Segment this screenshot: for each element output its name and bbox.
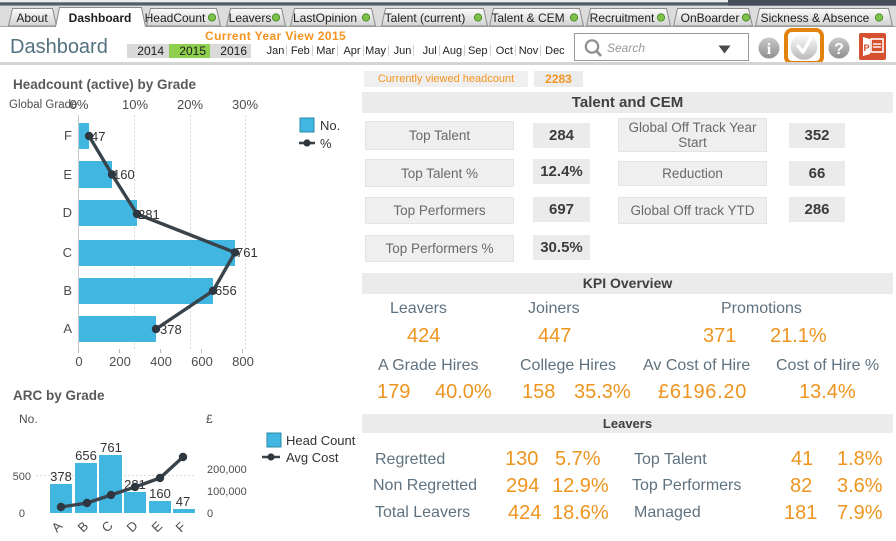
svg-text:160: 160 (149, 486, 171, 501)
svg-text:£: £ (206, 412, 213, 426)
svg-text:HeadCount: HeadCount (145, 11, 206, 25)
svg-text:47: 47 (176, 494, 190, 509)
svg-text:E: E (63, 167, 72, 182)
svg-text:Leavers: Leavers (229, 11, 272, 25)
svg-text:761: 761 (236, 245, 258, 260)
svg-text:30%: 30% (232, 97, 258, 112)
svg-text:P: P (863, 43, 869, 53)
svg-text:200,000: 200,000 (207, 464, 247, 476)
svg-text:Talent (current): Talent (current) (385, 11, 466, 25)
svg-text:281: 281 (138, 207, 160, 222)
svg-text:F: F (64, 128, 72, 143)
svg-text:E: E (149, 518, 166, 535)
svg-text:No.: No. (19, 412, 38, 426)
svg-text:Dashboard: Dashboard (69, 11, 132, 25)
svg-text:F: F (173, 519, 189, 535)
svg-text:600: 600 (191, 354, 213, 369)
svg-text:800: 800 (232, 354, 254, 369)
svg-text:D: D (63, 205, 72, 220)
svg-text:D: D (124, 518, 141, 535)
svg-text:0%: 0% (70, 97, 89, 112)
svg-text:761: 761 (100, 440, 122, 455)
svg-text:B: B (63, 283, 72, 298)
svg-text:10%: 10% (122, 97, 148, 112)
svg-text:47: 47 (91, 129, 105, 144)
svg-text:Talent & CEM: Talent & CEM (491, 11, 564, 25)
svg-text:A: A (63, 321, 72, 336)
svg-text:About: About (16, 11, 48, 25)
svg-text:i: i (767, 41, 772, 58)
svg-text:400: 400 (150, 354, 172, 369)
svg-text:No.: No. (320, 118, 340, 133)
svg-text:378: 378 (50, 469, 72, 484)
svg-text:200: 200 (109, 354, 131, 369)
svg-text:A: A (49, 518, 66, 535)
svg-text:0: 0 (75, 354, 82, 369)
svg-text:Global Grade: Global Grade (9, 99, 77, 111)
svg-text:Sickness & Absence: Sickness & Absence (761, 11, 870, 25)
svg-text:%: % (320, 136, 332, 151)
svg-text:0: 0 (207, 508, 213, 520)
svg-text:500: 500 (13, 471, 31, 483)
svg-text:Recruitment: Recruitment (590, 11, 655, 25)
svg-text:100,000: 100,000 (207, 486, 247, 498)
svg-text:Head Count: Head Count (286, 433, 356, 448)
svg-text:656: 656 (215, 283, 237, 298)
svg-text:656: 656 (75, 448, 97, 463)
svg-text:B: B (75, 518, 92, 535)
svg-text:LastOpinion: LastOpinion (293, 11, 357, 25)
svg-text:C: C (63, 245, 72, 260)
svg-text:?: ? (834, 41, 844, 58)
svg-text:0: 0 (19, 508, 25, 520)
svg-text:20%: 20% (177, 97, 203, 112)
svg-text:Avg Cost: Avg Cost (286, 450, 339, 465)
svg-text:160: 160 (113, 167, 135, 182)
svg-text:OnBoarder: OnBoarder (681, 11, 740, 25)
svg-text:C: C (99, 518, 116, 535)
svg-text:378: 378 (160, 322, 182, 337)
